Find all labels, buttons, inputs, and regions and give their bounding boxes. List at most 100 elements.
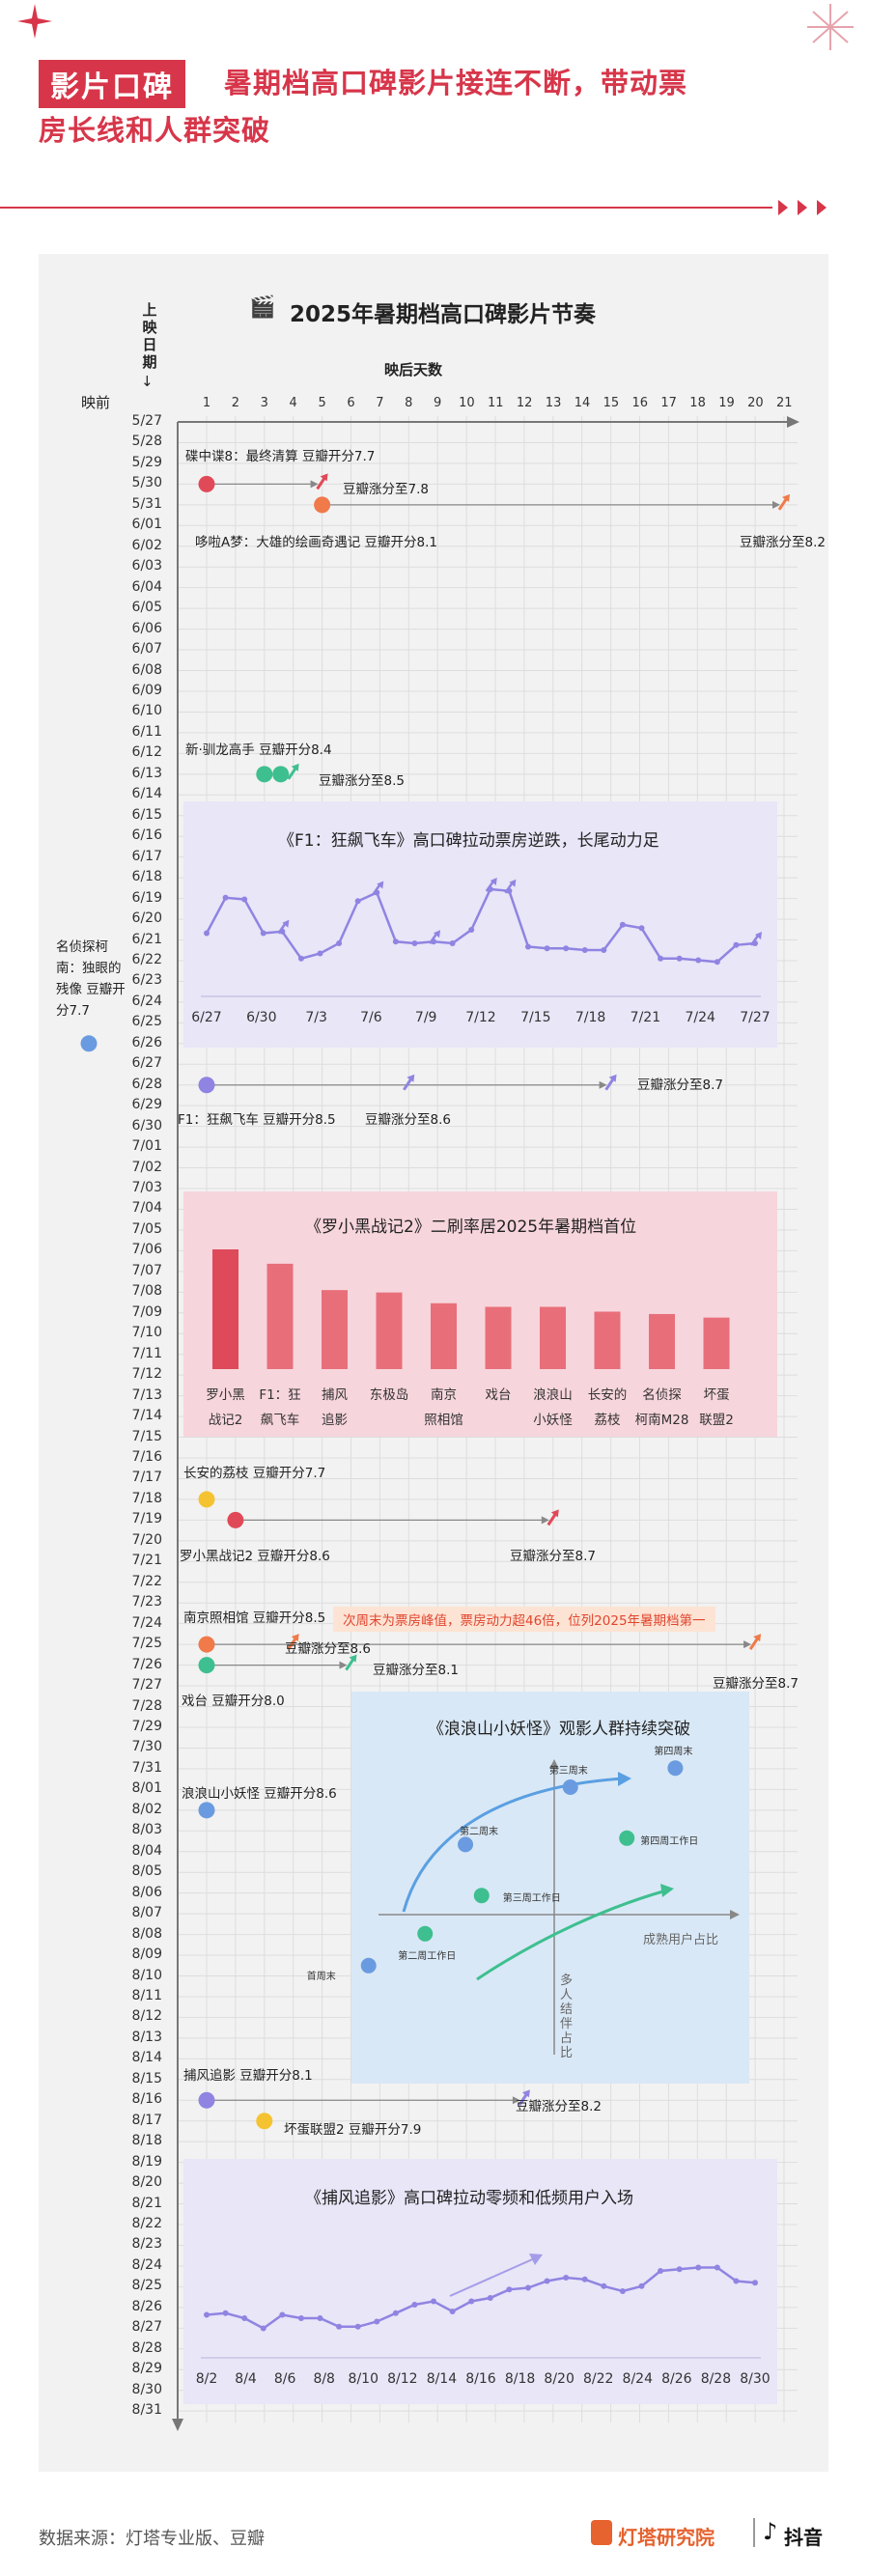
release-point bbox=[198, 1636, 215, 1653]
rise-arrow-icon bbox=[518, 2089, 530, 2107]
date-tick-label: 7/28 bbox=[131, 1697, 162, 1714]
scatter-point bbox=[417, 1925, 434, 1942]
release-point bbox=[272, 766, 290, 783]
firework-icon bbox=[807, 4, 854, 50]
panel-x-tick: 7/15 bbox=[520, 1010, 551, 1025]
date-tick-label: 8/07 bbox=[131, 1905, 162, 1921]
panel-x-tick: 8/2 bbox=[195, 2371, 218, 2387]
scatter-point-label: 第三周末 bbox=[548, 1766, 588, 1777]
rise-arrow-icon bbox=[316, 473, 328, 490]
scatter-point-label: 第四周工作日 bbox=[640, 1835, 699, 1847]
day-tick-label: 5 bbox=[318, 396, 326, 410]
date-tick-label: 8/17 bbox=[131, 2112, 162, 2128]
date-tick-label: 5/27 bbox=[131, 413, 162, 429]
date-tick-label: 7/27 bbox=[131, 1677, 162, 1694]
rise-arrow-icon bbox=[777, 493, 790, 511]
day-tick-label: 21 bbox=[776, 396, 793, 410]
release-point bbox=[314, 496, 331, 514]
data-point bbox=[524, 943, 531, 950]
bar-category-label: 东极岛 bbox=[369, 1387, 409, 1403]
data-point bbox=[676, 2266, 683, 2273]
date-tick-label: 6/21 bbox=[131, 931, 162, 947]
scatter-x-arrow-icon bbox=[730, 1910, 740, 1919]
score-rise-label: 豆瓣涨分至8.6 bbox=[365, 1112, 451, 1128]
data-point bbox=[524, 2284, 531, 2291]
bar bbox=[322, 1290, 348, 1369]
date-tick-label: 8/16 bbox=[131, 2091, 162, 2108]
uptick-arrow-icon bbox=[372, 883, 381, 896]
panel-x-tick: 8/10 bbox=[348, 2371, 378, 2387]
uptick-arrow-icon bbox=[485, 881, 494, 892]
date-tick-label: 8/26 bbox=[131, 2298, 162, 2314]
data-point bbox=[392, 938, 399, 945]
day-tick-label: 15 bbox=[603, 396, 620, 410]
bar bbox=[266, 1263, 294, 1369]
date-tick-label: 6/18 bbox=[131, 869, 162, 885]
timeline-arrowhead-icon bbox=[512, 2096, 520, 2105]
data-point bbox=[279, 2311, 286, 2318]
bar bbox=[540, 1306, 566, 1369]
data-point bbox=[544, 945, 550, 952]
data-point bbox=[619, 2288, 626, 2294]
film-open-label: 浪浪山小妖怪 豆瓣开分8.6 bbox=[182, 1786, 337, 1802]
rise-arrow-icon bbox=[547, 1509, 559, 1526]
panel-x-tick: 7/3 bbox=[305, 1010, 327, 1025]
bufengzhuiying-panel-title: 《捕风追影》高口碑拉动零频和低频用户入场 bbox=[305, 2189, 633, 2208]
date-tick-label: 7/12 bbox=[131, 1366, 162, 1383]
trend-arrowhead-icon bbox=[618, 1772, 631, 1786]
date-tick-label: 7/09 bbox=[131, 1303, 162, 1320]
data-point bbox=[431, 2298, 437, 2305]
bar-category-label: 捕风 追影 bbox=[322, 1387, 348, 1428]
scatter-y-label: 多人结伴占比 bbox=[560, 1974, 574, 2060]
date-tick-label: 8/21 bbox=[131, 2195, 162, 2211]
trend-arrowhead-icon bbox=[529, 2254, 543, 2265]
panel-x-tick: 7/12 bbox=[465, 1010, 496, 1025]
data-point bbox=[468, 2298, 475, 2305]
score-rise-label: 豆瓣涨分至8.2 bbox=[516, 2099, 602, 2114]
date-tick-label: 7/19 bbox=[131, 1511, 162, 1527]
bar-category-label: 罗小黑 战记2 bbox=[206, 1387, 245, 1428]
panel-x-tick: 7/18 bbox=[575, 1010, 606, 1025]
uptick-arrow-icon bbox=[749, 935, 760, 946]
bar bbox=[649, 1313, 675, 1369]
scatter-point-label: 首周末 bbox=[306, 1971, 336, 1982]
date-tick-label: 7/05 bbox=[131, 1220, 162, 1237]
date-tick-label: 5/30 bbox=[131, 475, 162, 491]
scatter-point bbox=[667, 1760, 684, 1777]
panel-x-tick: 6/30 bbox=[246, 1010, 277, 1025]
data-point bbox=[449, 940, 456, 946]
score-rise-label: 豆瓣涨分至8.6 bbox=[285, 1641, 371, 1657]
scatter-point bbox=[619, 1830, 635, 1846]
date-tick-label: 6/20 bbox=[131, 910, 162, 927]
series-line bbox=[206, 2266, 756, 2330]
timeline-arrowhead-icon bbox=[772, 500, 780, 509]
date-tick-label: 8/27 bbox=[131, 2319, 162, 2336]
timeline-arrowhead-icon bbox=[541, 1516, 549, 1525]
data-point bbox=[297, 2315, 304, 2321]
day-tick-label: 11 bbox=[488, 396, 504, 410]
date-tick-label: 6/29 bbox=[131, 1097, 162, 1113]
date-tick-label: 8/10 bbox=[131, 1967, 162, 1983]
date-tick-label: 7/24 bbox=[131, 1614, 162, 1631]
score-rise-label: 豆瓣涨分至8.7 bbox=[637, 1078, 723, 1093]
panel-x-tick: 8/28 bbox=[700, 2371, 732, 2387]
date-tick-label: 7/18 bbox=[131, 1490, 162, 1506]
date-tick-label: 6/24 bbox=[131, 993, 162, 1009]
bar bbox=[703, 1317, 730, 1369]
panel-x-tick: 7/24 bbox=[685, 1010, 715, 1025]
panel-x-tick: 7/27 bbox=[740, 1010, 771, 1025]
date-tick-label: 8/23 bbox=[131, 2236, 162, 2253]
data-point bbox=[487, 2295, 493, 2301]
date-tick-label: 8/11 bbox=[131, 1987, 162, 2003]
date-tick-label: 6/01 bbox=[131, 517, 162, 533]
date-tick-label: 7/14 bbox=[131, 1408, 162, 1424]
uptick-arrowhead-icon bbox=[282, 919, 290, 928]
film-open-label: 哆啦A梦：大雄的绘画奇遇记 豆瓣开分8.1 bbox=[195, 535, 437, 550]
rise-arrow-icon bbox=[287, 763, 299, 780]
day-tick-label: 3 bbox=[260, 396, 268, 410]
date-tick-label: 5/29 bbox=[131, 454, 162, 470]
day-tick-label: 19 bbox=[718, 396, 735, 410]
data-point bbox=[714, 959, 720, 966]
release-point bbox=[198, 1077, 215, 1094]
panel-x-tick: 8/6 bbox=[273, 2371, 296, 2387]
